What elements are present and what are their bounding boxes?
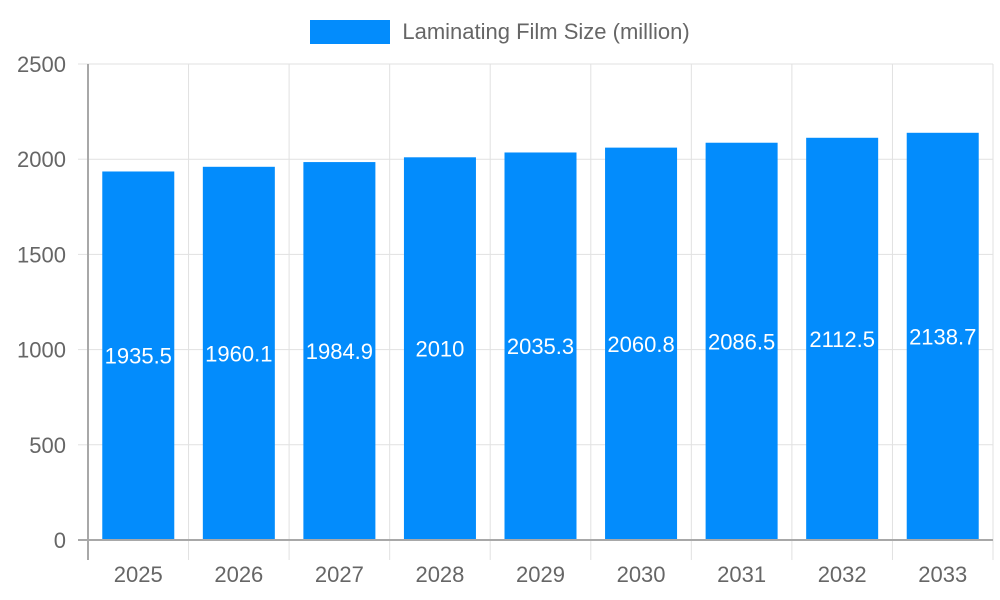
- x-axis-tick-label: 2031: [717, 562, 766, 587]
- bar-2028[interactable]: [403, 157, 476, 540]
- bar-value-label: 2112.5: [809, 327, 875, 352]
- y-axis-tick-label: 2000: [17, 147, 66, 172]
- bar-value-label: 1935.5: [105, 344, 172, 369]
- bar-2030[interactable]: [605, 147, 678, 541]
- bar-2032[interactable]: [806, 137, 879, 540]
- chart-legend: Laminating Film Size (million): [0, 18, 1000, 46]
- x-axis-tick-label: 2025: [114, 562, 163, 587]
- y-axis-tick-label: 1000: [17, 338, 66, 363]
- bar-2029[interactable]: [504, 152, 577, 540]
- x-axis-tick-label: 2032: [818, 562, 867, 587]
- y-axis-tick-label: 500: [29, 433, 66, 458]
- x-axis-tick-label: 2029: [516, 562, 565, 587]
- bar-2027[interactable]: [303, 162, 376, 540]
- legend-label: Laminating Film Size (million): [402, 19, 690, 44]
- bar-value-label: 1960.1: [205, 341, 272, 366]
- bar-value-label: 2086.5: [708, 329, 775, 354]
- x-axis-tick-label: 2033: [918, 562, 967, 587]
- bar-value-label: 2138.7: [909, 324, 976, 349]
- bar-value-label: 2060.8: [607, 332, 674, 357]
- x-axis-tick-label: 2027: [315, 562, 364, 587]
- x-axis-tick-label: 2030: [617, 562, 666, 587]
- bar-2026[interactable]: [202, 166, 275, 540]
- legend-swatch[interactable]: [310, 20, 391, 44]
- bar-2031[interactable]: [705, 142, 778, 540]
- y-axis-tick-label: 0: [54, 528, 66, 553]
- y-axis-tick-label: 1500: [17, 242, 66, 267]
- bar-value-label: 2035.3: [507, 334, 574, 359]
- bar-value-label: 2010: [415, 337, 464, 362]
- bar-value-label: 1984.9: [306, 339, 373, 364]
- y-axis-tick-label: 2500: [17, 52, 66, 77]
- x-axis-tick-label: 2028: [415, 562, 464, 587]
- bar-2025[interactable]: [102, 171, 175, 540]
- bar-2033[interactable]: [906, 132, 979, 541]
- x-axis-tick-label: 2026: [214, 562, 263, 587]
